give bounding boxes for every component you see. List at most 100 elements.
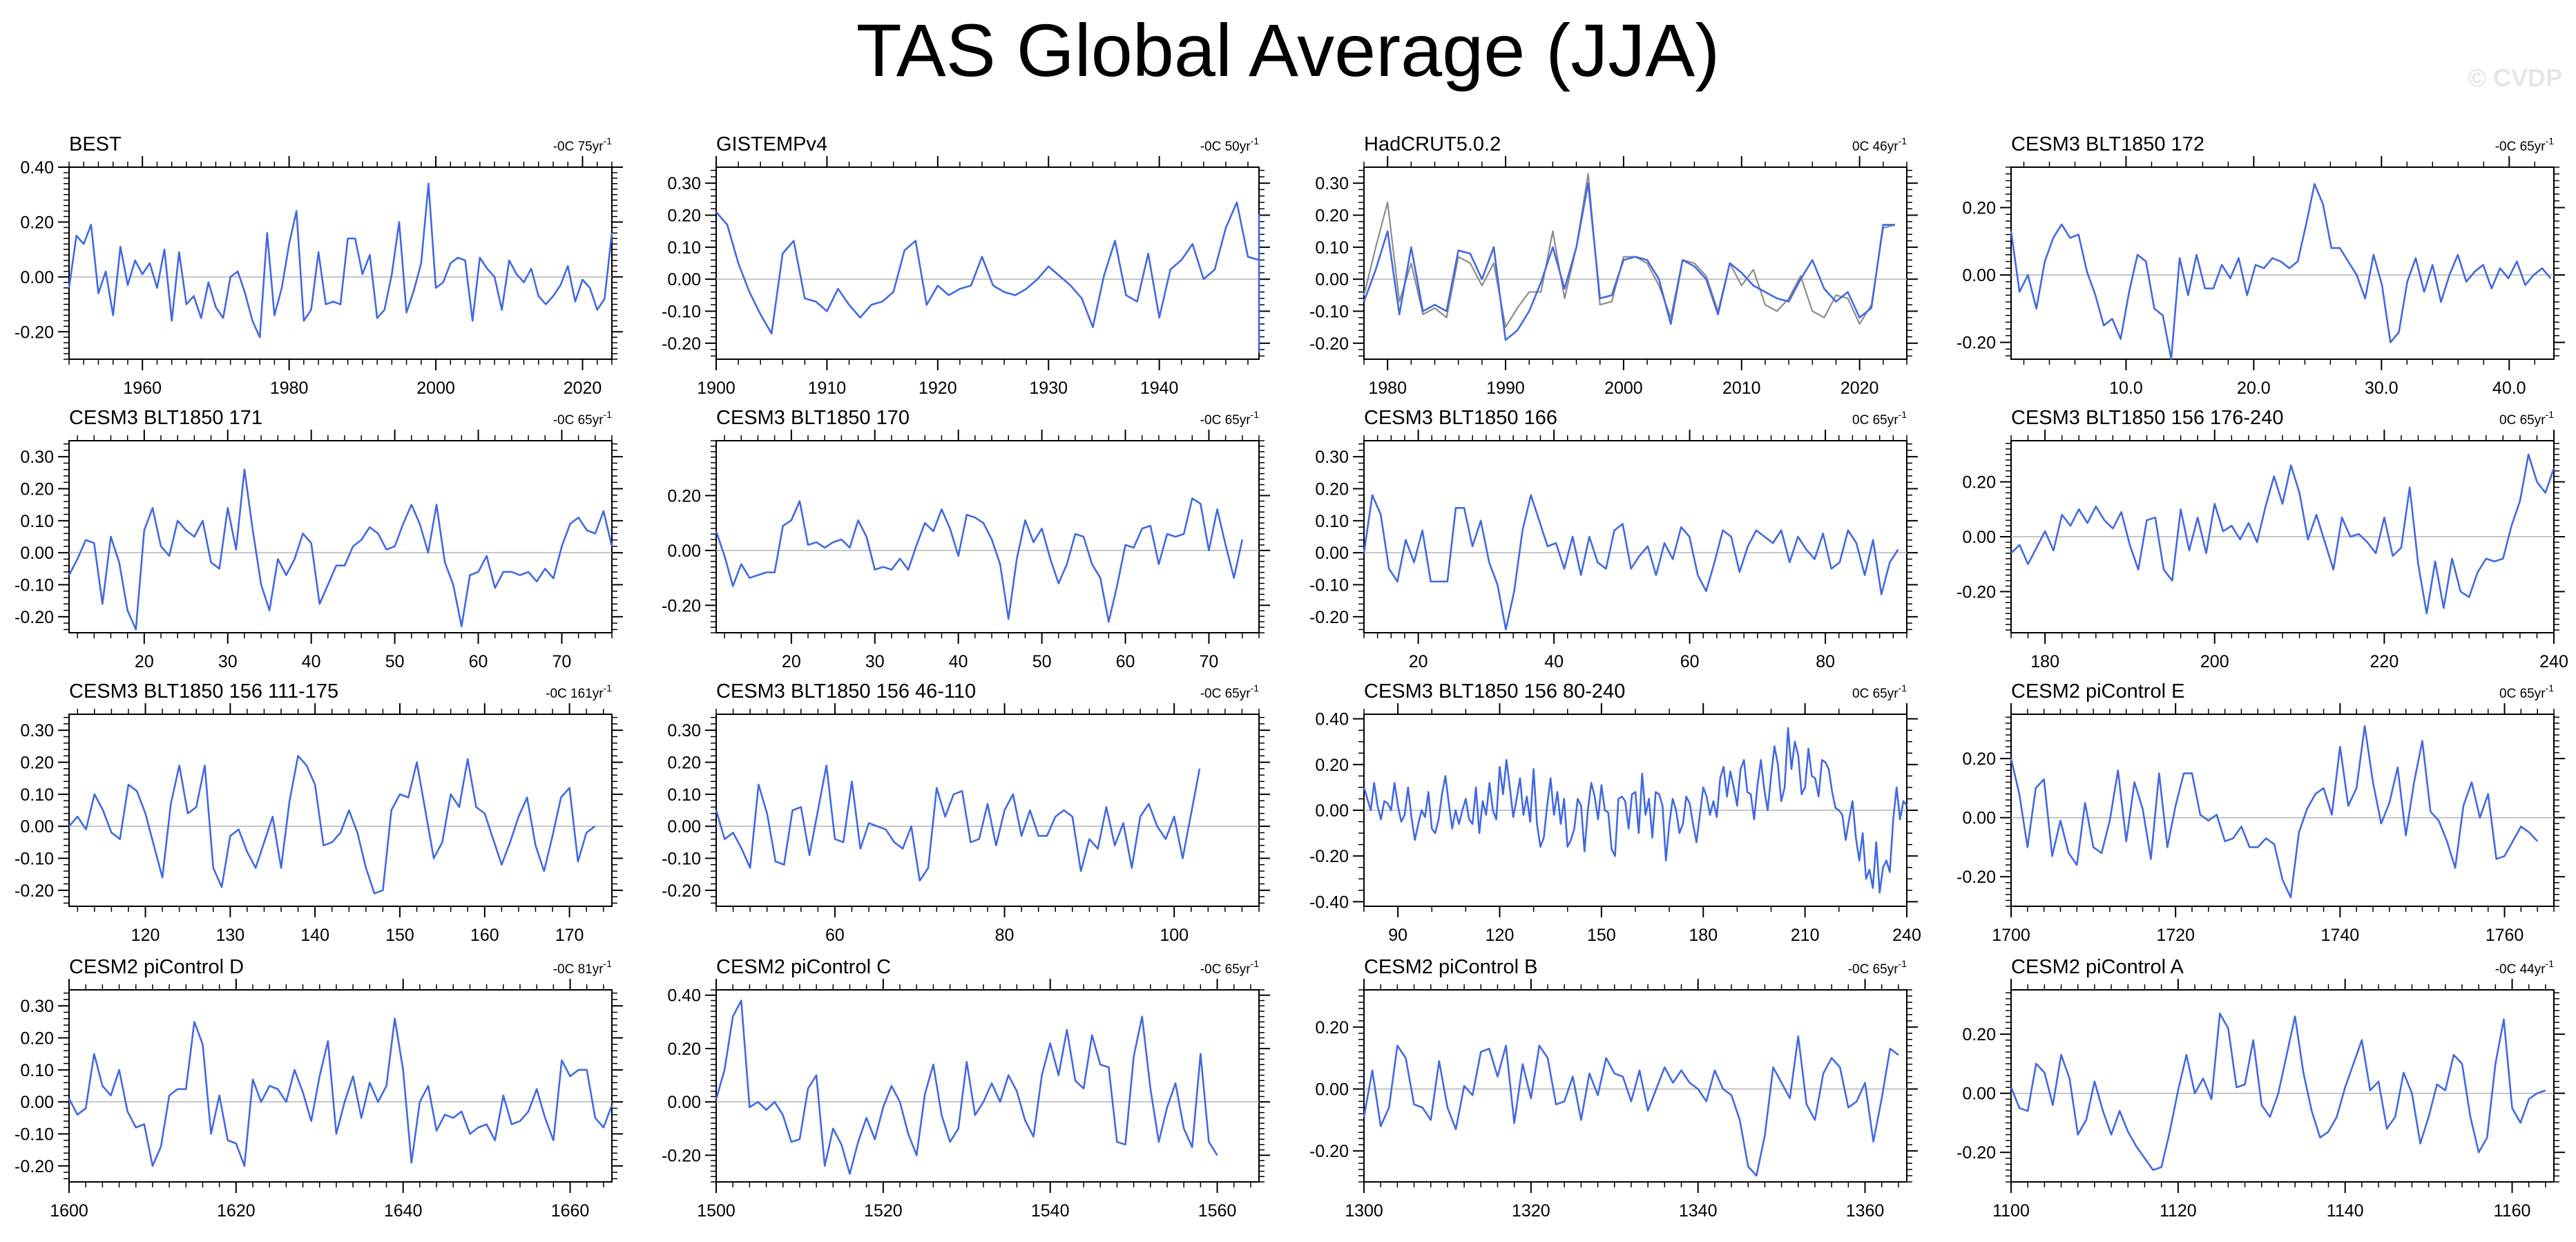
credit-watermark: © CVDP bbox=[2468, 64, 2562, 92]
chart-panel: -0.20 -0.10 0.00 0.10 0.20 0.30 1980 1990 2000 20… bbox=[1309, 133, 1918, 398]
y-tick-label: 0.10 bbox=[20, 512, 54, 531]
chart-panel: -0.20 -0.10 0.00 0.10 0.20 0.30 120 130 140 150 16… bbox=[15, 680, 623, 945]
x-tick-label: 2000 bbox=[1604, 379, 1643, 398]
x-tick-label: 220 bbox=[2370, 652, 2399, 671]
panel-title: CESM3 BLT1850 156 80-240 bbox=[1364, 680, 1625, 703]
chart-panel: -0.20 -0.10 0.00 0.10 0.20 0.30 60 80 100 CESM3 B… bbox=[662, 680, 1270, 945]
x-tick-label: 1960 bbox=[123, 379, 162, 398]
x-tick-label: 60 bbox=[1116, 652, 1135, 671]
trend-exponent: -1 bbox=[1251, 135, 1260, 146]
series-line bbox=[2010, 725, 2539, 899]
trend-label: 0C 65yr-1 bbox=[2499, 409, 2554, 428]
y-tick-label: -0.40 bbox=[1309, 892, 1349, 912]
y-tick-label: 0.30 bbox=[667, 174, 701, 193]
x-tick-label: 180 bbox=[1689, 926, 1718, 945]
figure-title: TAS Global Average (JJA) bbox=[856, 8, 1720, 92]
x-tick-label: 60 bbox=[1680, 652, 1700, 671]
y-tick-label: 0.10 bbox=[667, 238, 701, 258]
y-tick-label: 0.20 bbox=[1962, 199, 1996, 218]
chart-panel: -0.20 0.00 0.20 1300 1320 1340 1360 CESM2 piCon… bbox=[1309, 956, 1918, 1221]
y-tick-label: -0.10 bbox=[1309, 576, 1349, 595]
x-tick-label: 1320 bbox=[1512, 1201, 1550, 1221]
plot-frame bbox=[1363, 440, 1907, 633]
series-line bbox=[68, 182, 613, 338]
x-tick-label: 1900 bbox=[697, 379, 736, 398]
plot-frame bbox=[68, 440, 613, 633]
x-tick-label: 1120 bbox=[2160, 1201, 2197, 1221]
trend-exponent: -1 bbox=[2546, 409, 2555, 420]
panel-title: HadCRUT5.0.2 bbox=[1364, 133, 1501, 155]
y-tick-label: 0.20 bbox=[20, 480, 54, 499]
trend-exponent: -1 bbox=[1251, 682, 1260, 694]
plot-frame bbox=[1363, 166, 1907, 360]
x-tick-label: 240 bbox=[1892, 926, 1921, 945]
y-tick-label: 0.20 bbox=[667, 486, 701, 506]
y-tick-label: 0.00 bbox=[1962, 1085, 1996, 1104]
trend-label: -0C 65yr-1 bbox=[1848, 958, 1907, 977]
x-tick-label: 1300 bbox=[1345, 1201, 1383, 1221]
trend-exponent: -1 bbox=[1899, 409, 1907, 420]
y-tick-label: 0.20 bbox=[1962, 749, 1996, 769]
y-tick-label: 0.00 bbox=[20, 817, 54, 837]
trend-exponent: -1 bbox=[604, 409, 613, 420]
x-tick-label: 140 bbox=[300, 926, 329, 945]
y-tick-label: 0.30 bbox=[20, 721, 54, 741]
x-tick-label: 1500 bbox=[697, 1201, 736, 1221]
x-tick-label: 1100 bbox=[1992, 1201, 2030, 1221]
plot-frame bbox=[715, 714, 1260, 907]
x-tick-label: 1930 bbox=[1029, 379, 1068, 398]
x-tick-label: 130 bbox=[215, 926, 244, 945]
y-tick-label: 0.00 bbox=[667, 1093, 701, 1112]
trend-label: -0C 75yr-1 bbox=[553, 135, 613, 154]
y-tick-label: -0.20 bbox=[1957, 334, 1996, 353]
series-line bbox=[1363, 494, 1899, 631]
y-tick-label: 0.30 bbox=[1315, 448, 1349, 467]
x-tick-label: 10.0 bbox=[2109, 379, 2143, 398]
panel-title: CESM3 BLT1850 172 bbox=[2011, 133, 2204, 155]
x-tick-label: 1720 bbox=[2156, 926, 2195, 945]
x-tick-label: 60 bbox=[469, 652, 488, 671]
y-tick-label: 0.00 bbox=[1315, 270, 1349, 289]
y-tick-label: -0.20 bbox=[1309, 334, 1349, 354]
overlay-series-line bbox=[1363, 173, 1896, 328]
chart-panel: -0.20 0.00 0.20 0.40 1500 1520 1540 1560 CESM2 p… bbox=[662, 956, 1270, 1221]
x-tick-label: 1980 bbox=[1368, 379, 1407, 398]
panel-title: CESM2 piControl D bbox=[69, 956, 244, 978]
x-tick-label: 200 bbox=[2200, 652, 2229, 671]
x-tick-label: 170 bbox=[555, 926, 584, 945]
y-tick-label: -0.20 bbox=[1309, 608, 1349, 627]
x-tick-label: 210 bbox=[1791, 926, 1820, 945]
x-tick-label: 1760 bbox=[2486, 926, 2524, 945]
chart-panel: -0.20 -0.10 0.00 0.10 0.20 0.30 20 40 60 80 CESM3 … bbox=[1309, 407, 1918, 671]
y-tick-label: 0.10 bbox=[1315, 512, 1349, 531]
y-tick-label: 0.00 bbox=[20, 544, 54, 563]
plot-frame bbox=[68, 989, 613, 1183]
series-line bbox=[2010, 1012, 2546, 1172]
y-tick-label: 0.00 bbox=[1315, 544, 1349, 563]
panel-title: CESM3 BLT1850 166 bbox=[1364, 407, 1557, 429]
trend-label: -0C 65yr-1 bbox=[1200, 958, 1260, 977]
series-line bbox=[715, 497, 1244, 623]
y-tick-label: -0.10 bbox=[662, 850, 701, 869]
y-tick-label: 0.10 bbox=[1315, 238, 1349, 258]
x-tick-label: 1660 bbox=[551, 1201, 590, 1221]
trend-exponent: -1 bbox=[604, 682, 613, 694]
trend-exponent: -1 bbox=[2546, 958, 2555, 969]
y-tick-label: -0.20 bbox=[662, 596, 701, 615]
y-tick-label: -0.20 bbox=[662, 1146, 701, 1165]
x-tick-label: 100 bbox=[1160, 926, 1189, 945]
x-tick-label: 120 bbox=[1486, 926, 1515, 945]
plot-frame bbox=[715, 989, 1260, 1183]
y-tick-label: 0.00 bbox=[1315, 801, 1349, 821]
x-tick-label: 150 bbox=[385, 926, 414, 945]
plot-frame bbox=[2010, 166, 2555, 360]
y-tick-label: 0.20 bbox=[20, 754, 54, 773]
chart-panel: -0.20 0.00 0.20 180 200 220 240 CESM3 BLT1850 1… bbox=[1957, 407, 2568, 671]
y-tick-label: -0.10 bbox=[662, 303, 701, 322]
series-line bbox=[715, 764, 1201, 882]
y-tick-label: 0.30 bbox=[20, 997, 54, 1016]
x-tick-label: 40.0 bbox=[2492, 379, 2526, 398]
x-tick-label: 160 bbox=[470, 926, 499, 945]
x-tick-label: 150 bbox=[1587, 926, 1616, 945]
